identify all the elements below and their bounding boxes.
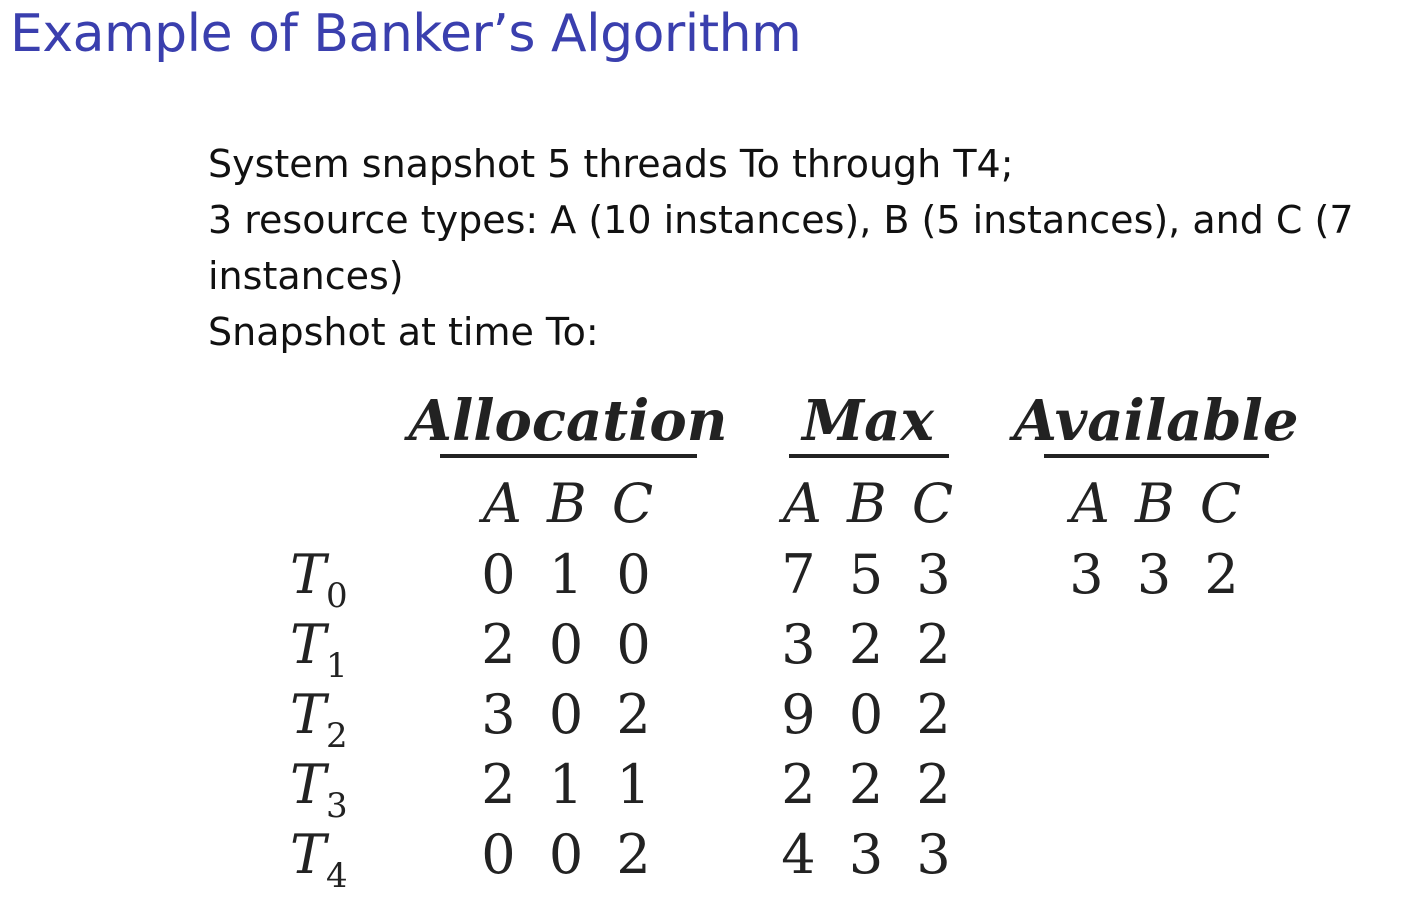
allocation-abc: A B C bbox=[482, 472, 658, 535]
available-abc: A B C bbox=[1070, 472, 1246, 535]
thread-letter: T bbox=[290, 683, 327, 746]
available-header: Available bbox=[1013, 388, 1299, 454]
body-line: Snapshot at time To: bbox=[208, 310, 599, 354]
thread-letter: T bbox=[290, 543, 327, 606]
max-abc: A B C bbox=[782, 472, 958, 535]
available-rule bbox=[1044, 454, 1269, 458]
thread-letter: T bbox=[290, 823, 327, 886]
allocation-value-t0: 0 1 0 bbox=[481, 543, 659, 606]
thread-subscript: 4 bbox=[326, 856, 348, 896]
allocation-rule bbox=[440, 454, 697, 458]
max-value-t0: 7 5 3 bbox=[781, 543, 959, 606]
allocation-value-t2: 3 0 2 bbox=[481, 683, 659, 746]
allocation-value-t4: 0 0 2 bbox=[481, 823, 659, 886]
thread-subscript: 2 bbox=[326, 716, 348, 756]
slide-body: System snapshot 5 threads To through T4;… bbox=[208, 136, 1403, 360]
thread-subscript: 1 bbox=[326, 646, 348, 686]
available-value: 3 3 2 bbox=[1069, 543, 1247, 606]
max-value-t3: 2 2 2 bbox=[781, 753, 959, 816]
thread-letter: T bbox=[290, 753, 327, 816]
thread-letter: T bbox=[290, 613, 327, 676]
allocation-value-t3: 2 1 1 bbox=[481, 753, 659, 816]
max-value-t2: 9 0 2 bbox=[781, 683, 959, 746]
slide-title: Example of Banker’s Algorithm bbox=[10, 4, 802, 64]
body-line: System snapshot 5 threads To through T4; bbox=[208, 142, 1014, 186]
body-line: instances) bbox=[208, 254, 404, 298]
thread-label-t0: T0 bbox=[290, 543, 348, 616]
allocation-value-t1: 2 0 0 bbox=[481, 613, 659, 676]
thread-label-t3: T3 bbox=[290, 753, 348, 826]
max-value-t4: 4 3 3 bbox=[781, 823, 959, 886]
max-rule bbox=[789, 454, 949, 458]
thread-subscript: 3 bbox=[326, 786, 348, 826]
max-value-t1: 3 2 2 bbox=[781, 613, 959, 676]
thread-subscript: 0 bbox=[326, 576, 348, 616]
max-header: Max bbox=[802, 388, 934, 454]
thread-label-t1: T1 bbox=[290, 613, 348, 686]
thread-label-t4: T4 bbox=[290, 823, 348, 896]
thread-label-t2: T2 bbox=[290, 683, 348, 756]
body-line: 3 resource types: A (10 instances), B (5… bbox=[208, 198, 1354, 242]
allocation-header: Allocation bbox=[408, 388, 728, 454]
